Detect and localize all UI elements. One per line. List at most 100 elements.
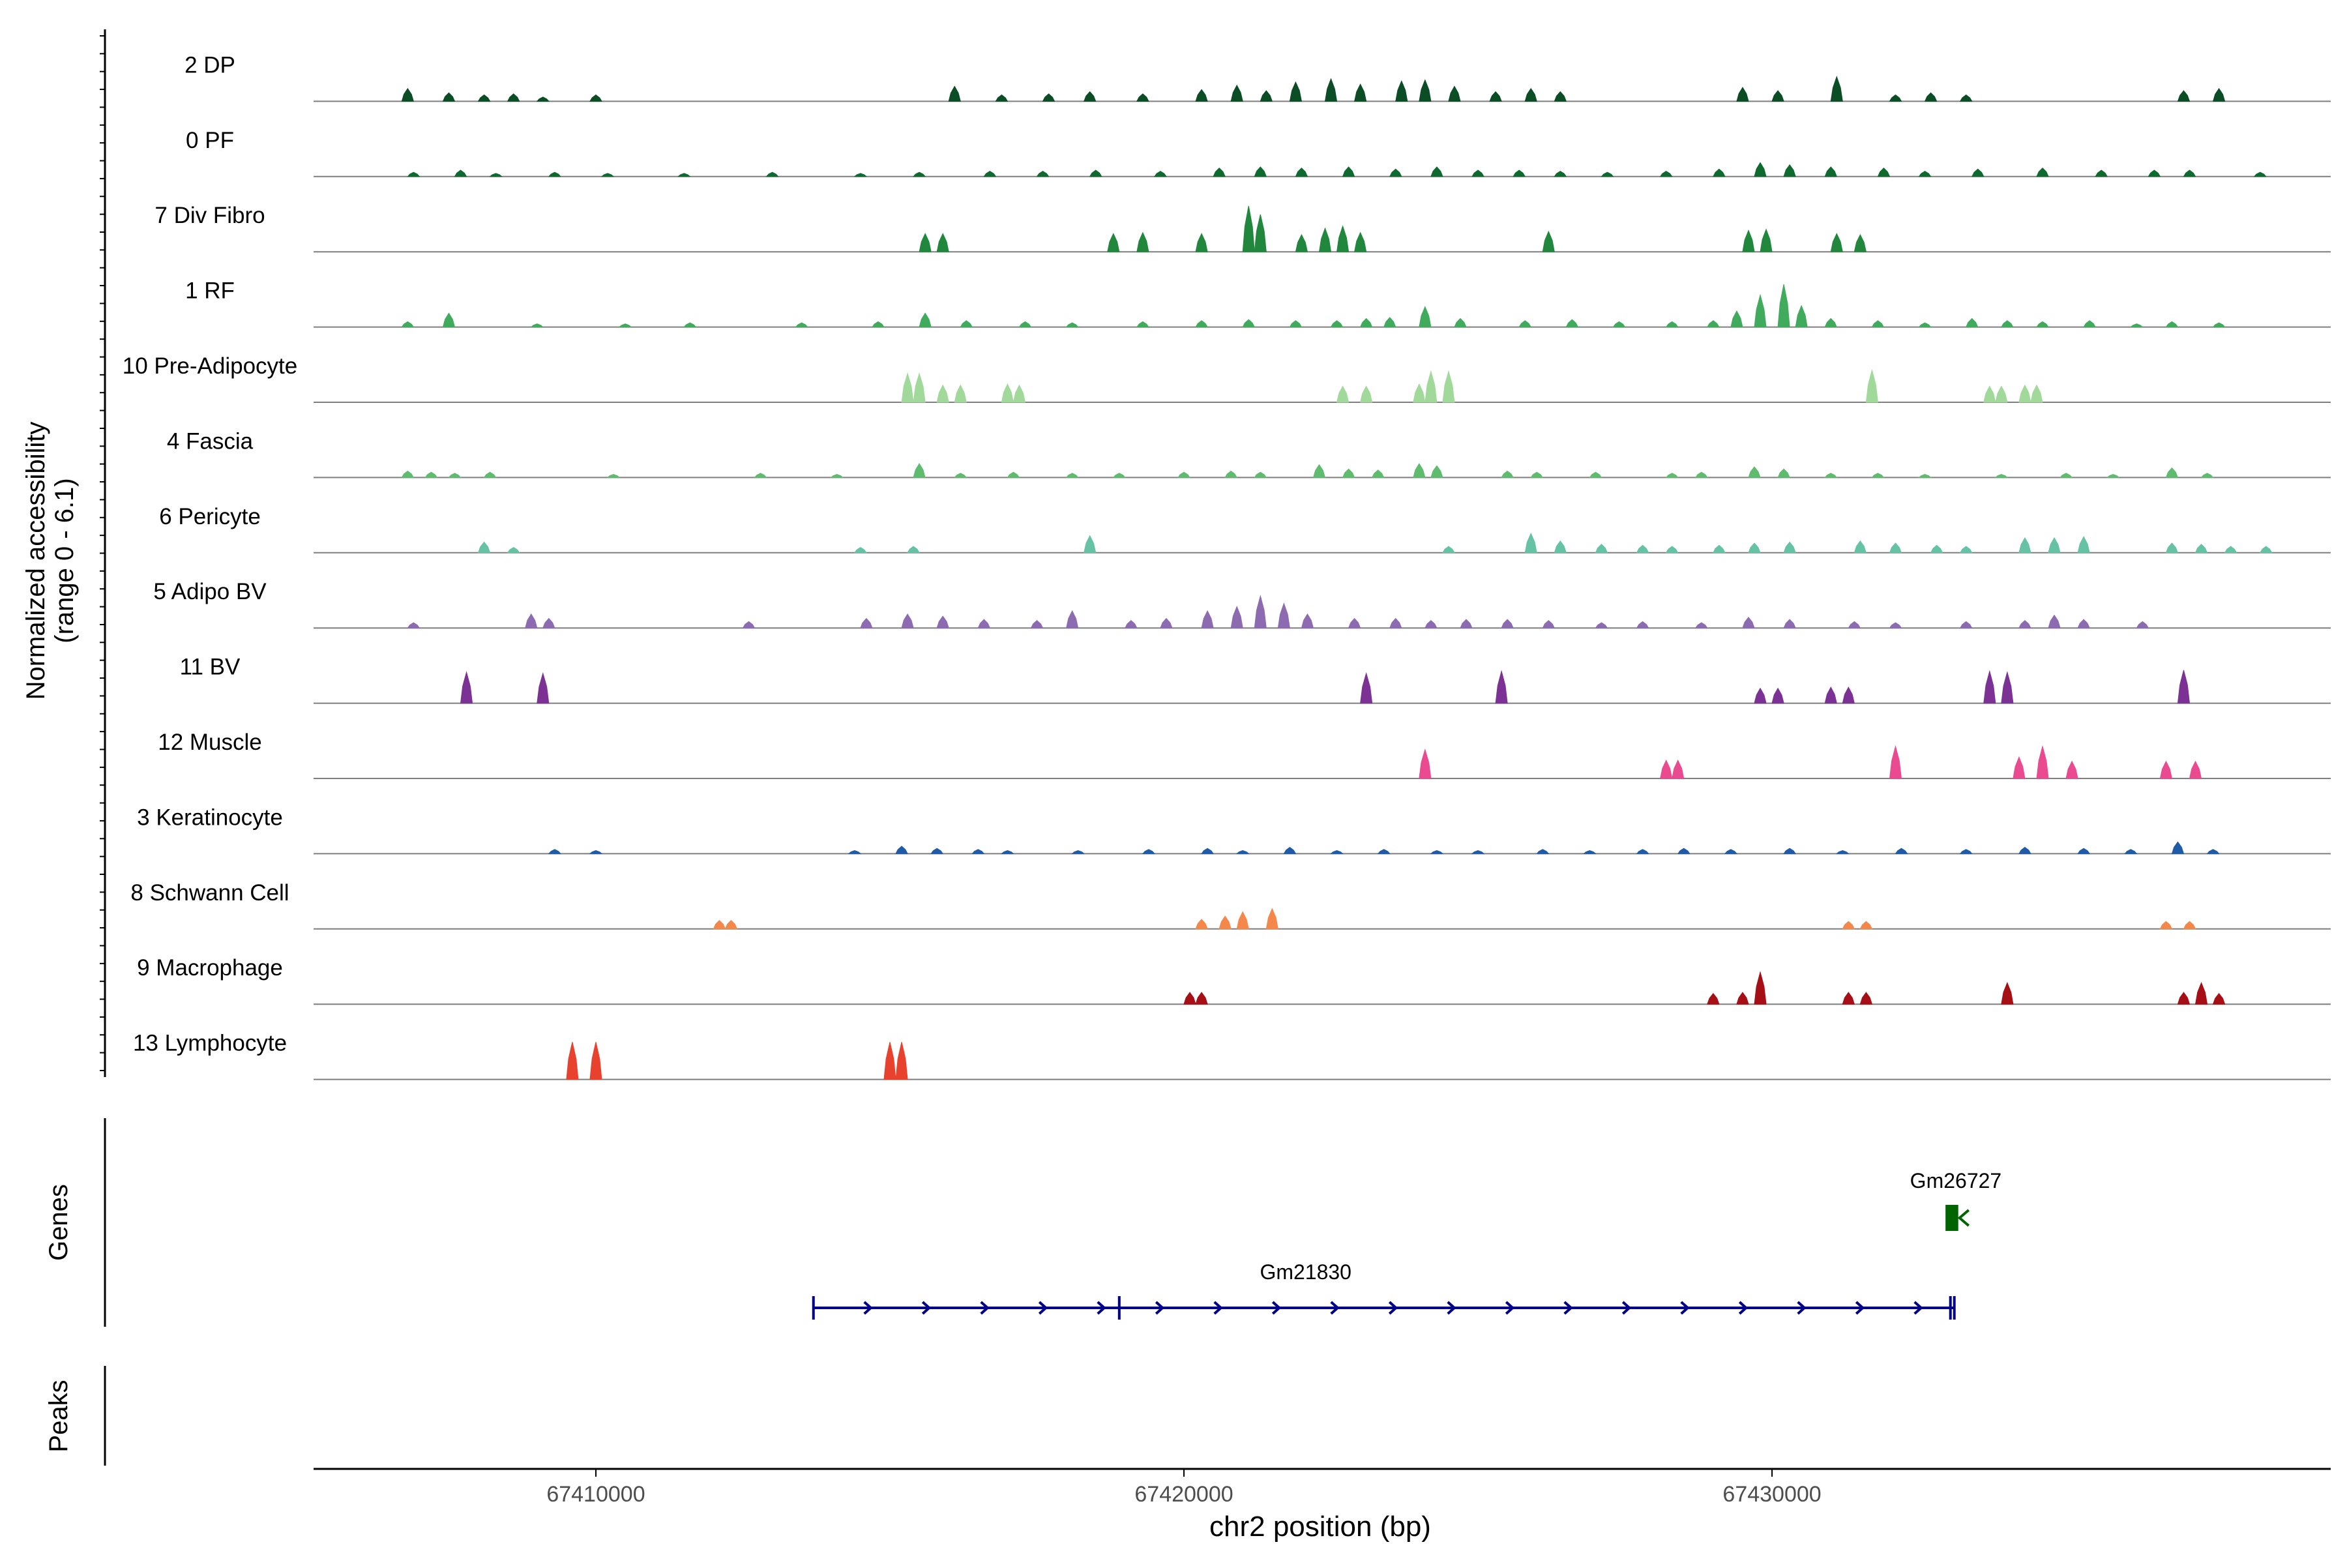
accessibility-peak bbox=[1254, 214, 1267, 252]
accessibility-peak bbox=[1524, 87, 1537, 102]
accessibility-peak bbox=[1136, 93, 1149, 102]
accessibility-peak bbox=[1853, 540, 1867, 554]
gene-strand-arrow bbox=[980, 1301, 990, 1315]
accessibility-peak bbox=[919, 312, 932, 328]
accessibility-peak bbox=[1489, 91, 1502, 102]
gene-strand-arrow bbox=[1388, 1301, 1398, 1315]
track-label: 6 Pericyte bbox=[159, 504, 261, 529]
accessibility-peak bbox=[1965, 318, 1979, 328]
accessibility-peak bbox=[2148, 170, 2161, 177]
accessibility-peak bbox=[1430, 850, 1444, 854]
track-6: 4 Fascia bbox=[167, 428, 2331, 479]
gene-label: Gm21830 bbox=[1260, 1260, 1351, 1284]
accessibility-peak bbox=[1536, 849, 1550, 854]
accessibility-peak bbox=[1318, 227, 1332, 252]
accessibility-peak bbox=[1125, 620, 1138, 629]
accessibility-peak bbox=[525, 613, 538, 629]
accessibility-peak bbox=[1289, 81, 1303, 102]
gene-strand-arrow bbox=[1957, 1209, 1970, 1227]
accessibility-peak bbox=[1994, 473, 2009, 478]
accessibility-peak bbox=[2129, 323, 2144, 328]
x-axis: chr2 position (bp) 67410000 67420000 67430… bbox=[314, 1468, 2331, 1543]
accessibility-peak bbox=[2200, 473, 2214, 478]
y-axis-label-line1: Normalized accessibility bbox=[22, 422, 50, 700]
accessibility-peak bbox=[1195, 233, 1208, 252]
accessibility-peak bbox=[1265, 908, 1278, 930]
accessibility-peak bbox=[2165, 321, 2179, 328]
accessibility-peak bbox=[1554, 171, 1567, 177]
accessibility-peak bbox=[542, 617, 555, 629]
accessibility-peak bbox=[913, 463, 926, 478]
accessibility-peak bbox=[1342, 166, 1355, 177]
accessibility-peak bbox=[1277, 602, 1290, 629]
accessibility-peak bbox=[1419, 748, 1432, 779]
accessibility-peak bbox=[1354, 83, 1367, 102]
accessibility-peak bbox=[2194, 982, 2208, 1005]
tracks-layer: 2 DP 0 PF 7 Div Fibro 1 RF 10 Pre-Adipocyte 4… bbox=[100, 29, 2331, 1080]
gene-2: Gm21830 bbox=[812, 1260, 1956, 1320]
y-axis-label-line2: (range 0 - 6.1) bbox=[50, 478, 79, 643]
accessibility-peak bbox=[1454, 318, 1467, 328]
accessibility-peak bbox=[1824, 166, 1838, 177]
accessibility-peak bbox=[1706, 320, 1720, 328]
accessibility-peak bbox=[1018, 321, 1032, 328]
accessibility-peak bbox=[1430, 166, 1443, 177]
accessibility-peak bbox=[600, 173, 615, 177]
accessibility-peak bbox=[1871, 320, 1885, 328]
track-label: 8 Schwann Cell bbox=[130, 880, 289, 906]
accessibility-peak bbox=[754, 473, 767, 478]
track-12: 8 Schwann Cell bbox=[130, 880, 2331, 930]
accessibility-peak bbox=[2189, 760, 2202, 779]
gene-strand-arrow bbox=[1155, 1301, 1165, 1315]
accessibility-peak bbox=[1824, 318, 1838, 328]
x-tick-label: 67410000 bbox=[546, 1482, 645, 1507]
track-1: 2 DP bbox=[185, 52, 2331, 102]
accessibility-peak bbox=[2018, 537, 2031, 554]
accessibility-peak bbox=[1959, 849, 1973, 854]
accessibility-peak bbox=[1918, 322, 1932, 328]
accessibility-peak bbox=[2018, 846, 2031, 854]
accessibility-peak bbox=[1983, 385, 1996, 403]
accessibility-peak bbox=[1665, 546, 1679, 554]
accessibility-peak bbox=[2177, 670, 2191, 704]
track-label: 4 Fascia bbox=[167, 428, 254, 454]
gene-strand-arrow bbox=[1563, 1301, 1573, 1315]
accessibility-peak bbox=[1036, 171, 1050, 177]
accessibility-peak bbox=[1112, 473, 1126, 478]
accessibility-peak bbox=[537, 672, 550, 704]
accessibility-peak bbox=[2001, 982, 2014, 1005]
accessibility-peak bbox=[895, 1042, 908, 1080]
accessibility-peak bbox=[1777, 468, 1790, 478]
accessibility-peak bbox=[1413, 383, 1426, 403]
accessibility-peak bbox=[2083, 320, 2097, 328]
x-axis-label: chr2 position (bp) bbox=[1209, 1511, 1431, 1543]
accessibility-peak bbox=[901, 613, 914, 629]
accessibility-peak bbox=[1371, 469, 1385, 478]
gene-strand-arrow bbox=[1213, 1301, 1223, 1315]
accessibility-peak bbox=[1254, 166, 1267, 177]
accessibility-peak bbox=[1530, 471, 1544, 478]
gene-strand-arrow bbox=[1855, 1301, 1865, 1315]
accessibility-peak bbox=[1889, 745, 1902, 779]
accessibility-peak bbox=[1230, 606, 1243, 629]
accessibility-peak bbox=[536, 96, 550, 102]
track-label: 7 Div Fibro bbox=[155, 203, 265, 228]
accessibility-peak bbox=[1177, 471, 1190, 478]
accessibility-peak bbox=[1889, 94, 1902, 102]
accessibility-peak bbox=[2048, 537, 2061, 554]
accessibility-peak bbox=[530, 323, 544, 328]
accessibility-peak bbox=[1754, 162, 1767, 177]
accessibility-peak bbox=[1230, 84, 1243, 102]
accessibility-peak bbox=[2077, 619, 2090, 629]
accessibility-peak bbox=[1853, 233, 1867, 252]
accessibility-peak bbox=[1694, 622, 1708, 629]
track-8: 5 Adipo BV bbox=[153, 579, 2331, 629]
accessibility-peak bbox=[1983, 670, 1996, 704]
accessibility-peak bbox=[1336, 225, 1350, 252]
track-9: 11 BV bbox=[180, 655, 2331, 704]
track-label: 12 Muscle bbox=[158, 730, 262, 755]
track-13: 9 Macrophage bbox=[137, 955, 2331, 1005]
accessibility-peak bbox=[2177, 90, 2191, 102]
accessibility-peak bbox=[1783, 848, 1797, 854]
accessibility-peak bbox=[448, 473, 462, 478]
